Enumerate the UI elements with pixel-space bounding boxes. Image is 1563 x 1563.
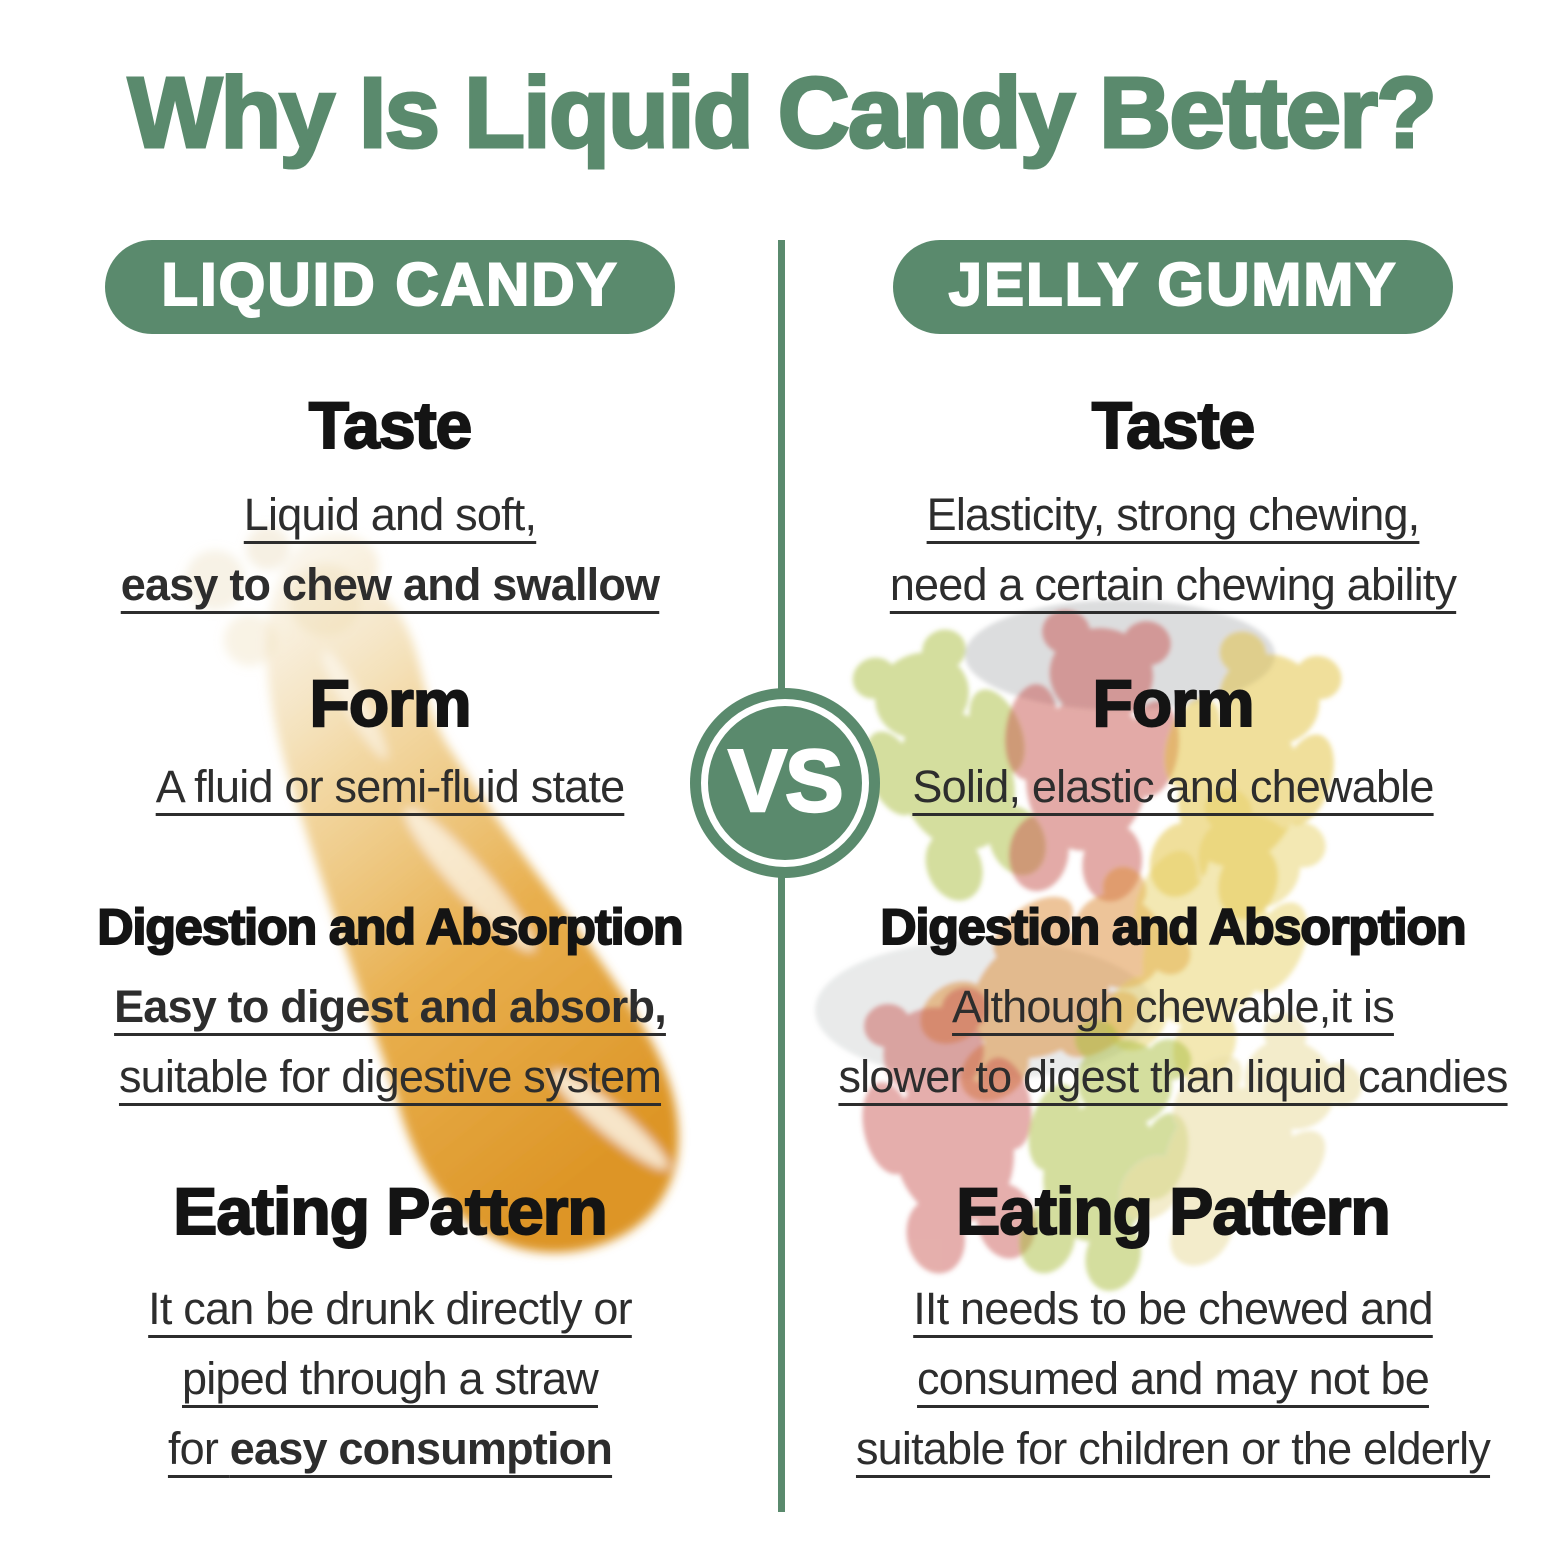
section-form-left: Form A fluid or semi-fluid state: [36, 666, 744, 822]
liquid-candy-pill-wrap: LIQUID CANDY: [36, 240, 744, 334]
body-line: Elasticity, strong chewing,: [926, 489, 1421, 540]
section-eating-left: Eating Pattern It can be drunk directly …: [36, 1174, 744, 1484]
liquid-candy-pill: LIQUID CANDY: [105, 240, 675, 334]
jelly-gummy-pill: JELLY GUMMY: [892, 240, 1454, 334]
honey-swirl-image: [185, 526, 679, 1253]
column-liquid-candy: LIQUID CANDY Taste Liquid and soft, easy…: [36, 240, 744, 1484]
body-line: Although chewable,it is: [952, 981, 1395, 1032]
body-line: It can be drunk directly or: [148, 1283, 632, 1334]
section-digestion-left: Digestion and Absorption Easy to digest …: [36, 899, 744, 1112]
section-eating-right: Eating Pattern IIt needs to be chewed an…: [822, 1174, 1524, 1484]
section-heading: Eating Pattern: [955, 1174, 1391, 1248]
body-line: consumed and may not be: [917, 1353, 1430, 1404]
section-heading: Form: [1092, 666, 1256, 740]
section-heading: Taste: [308, 388, 474, 462]
section-form-right: Form Solid, elastic and chewable: [822, 666, 1524, 822]
body-line: slower to digest than liquid candies: [838, 1051, 1508, 1102]
section-heading: Eating Pattern: [172, 1174, 608, 1248]
section-taste-right: Taste Elasticity, strong chewing, need a…: [822, 388, 1524, 620]
column-jelly-gummy: JELLY GUMMY Taste Elasticity, strong che…: [822, 240, 1524, 1484]
section-heading: Digestion and Absorption: [879, 899, 1467, 955]
body-line: Solid, elastic and chewable: [912, 761, 1434, 812]
body-line: suitable for digestive system: [118, 1051, 662, 1102]
body-line: Liquid and soft,: [243, 489, 537, 540]
body-line: Easy to digest and absorb,: [114, 981, 667, 1032]
section-heading: Digestion and Absorption: [96, 899, 684, 955]
jelly-gummy-pill-wrap: JELLY GUMMY: [822, 240, 1524, 334]
body-line: suitable for children or the elderly: [855, 1423, 1491, 1474]
section-heading: Form: [309, 666, 473, 740]
body-line: for easy consumption: [167, 1423, 613, 1474]
section-heading: Taste: [1091, 388, 1257, 462]
body-line: easy to chew and swallow: [120, 559, 660, 610]
page-title: Why Is Liquid Candy Better?: [126, 57, 1438, 170]
vs-badge-ring: [701, 699, 869, 867]
gummy-bears-image: [815, 600, 1386, 1303]
vs-label: VS: [727, 730, 845, 832]
body-line: A fluid or semi-fluid state: [155, 761, 625, 812]
section-taste-left: Taste Liquid and soft, easy to chew and …: [36, 388, 744, 620]
body-line: IIt needs to be chewed and: [913, 1283, 1433, 1334]
section-digestion-right: Digestion and Absorption Although chewab…: [822, 899, 1524, 1112]
body-line: piped through a straw: [182, 1353, 599, 1404]
vs-badge: VS: [690, 688, 880, 878]
body-line: need a certain chewing ability: [889, 559, 1457, 610]
